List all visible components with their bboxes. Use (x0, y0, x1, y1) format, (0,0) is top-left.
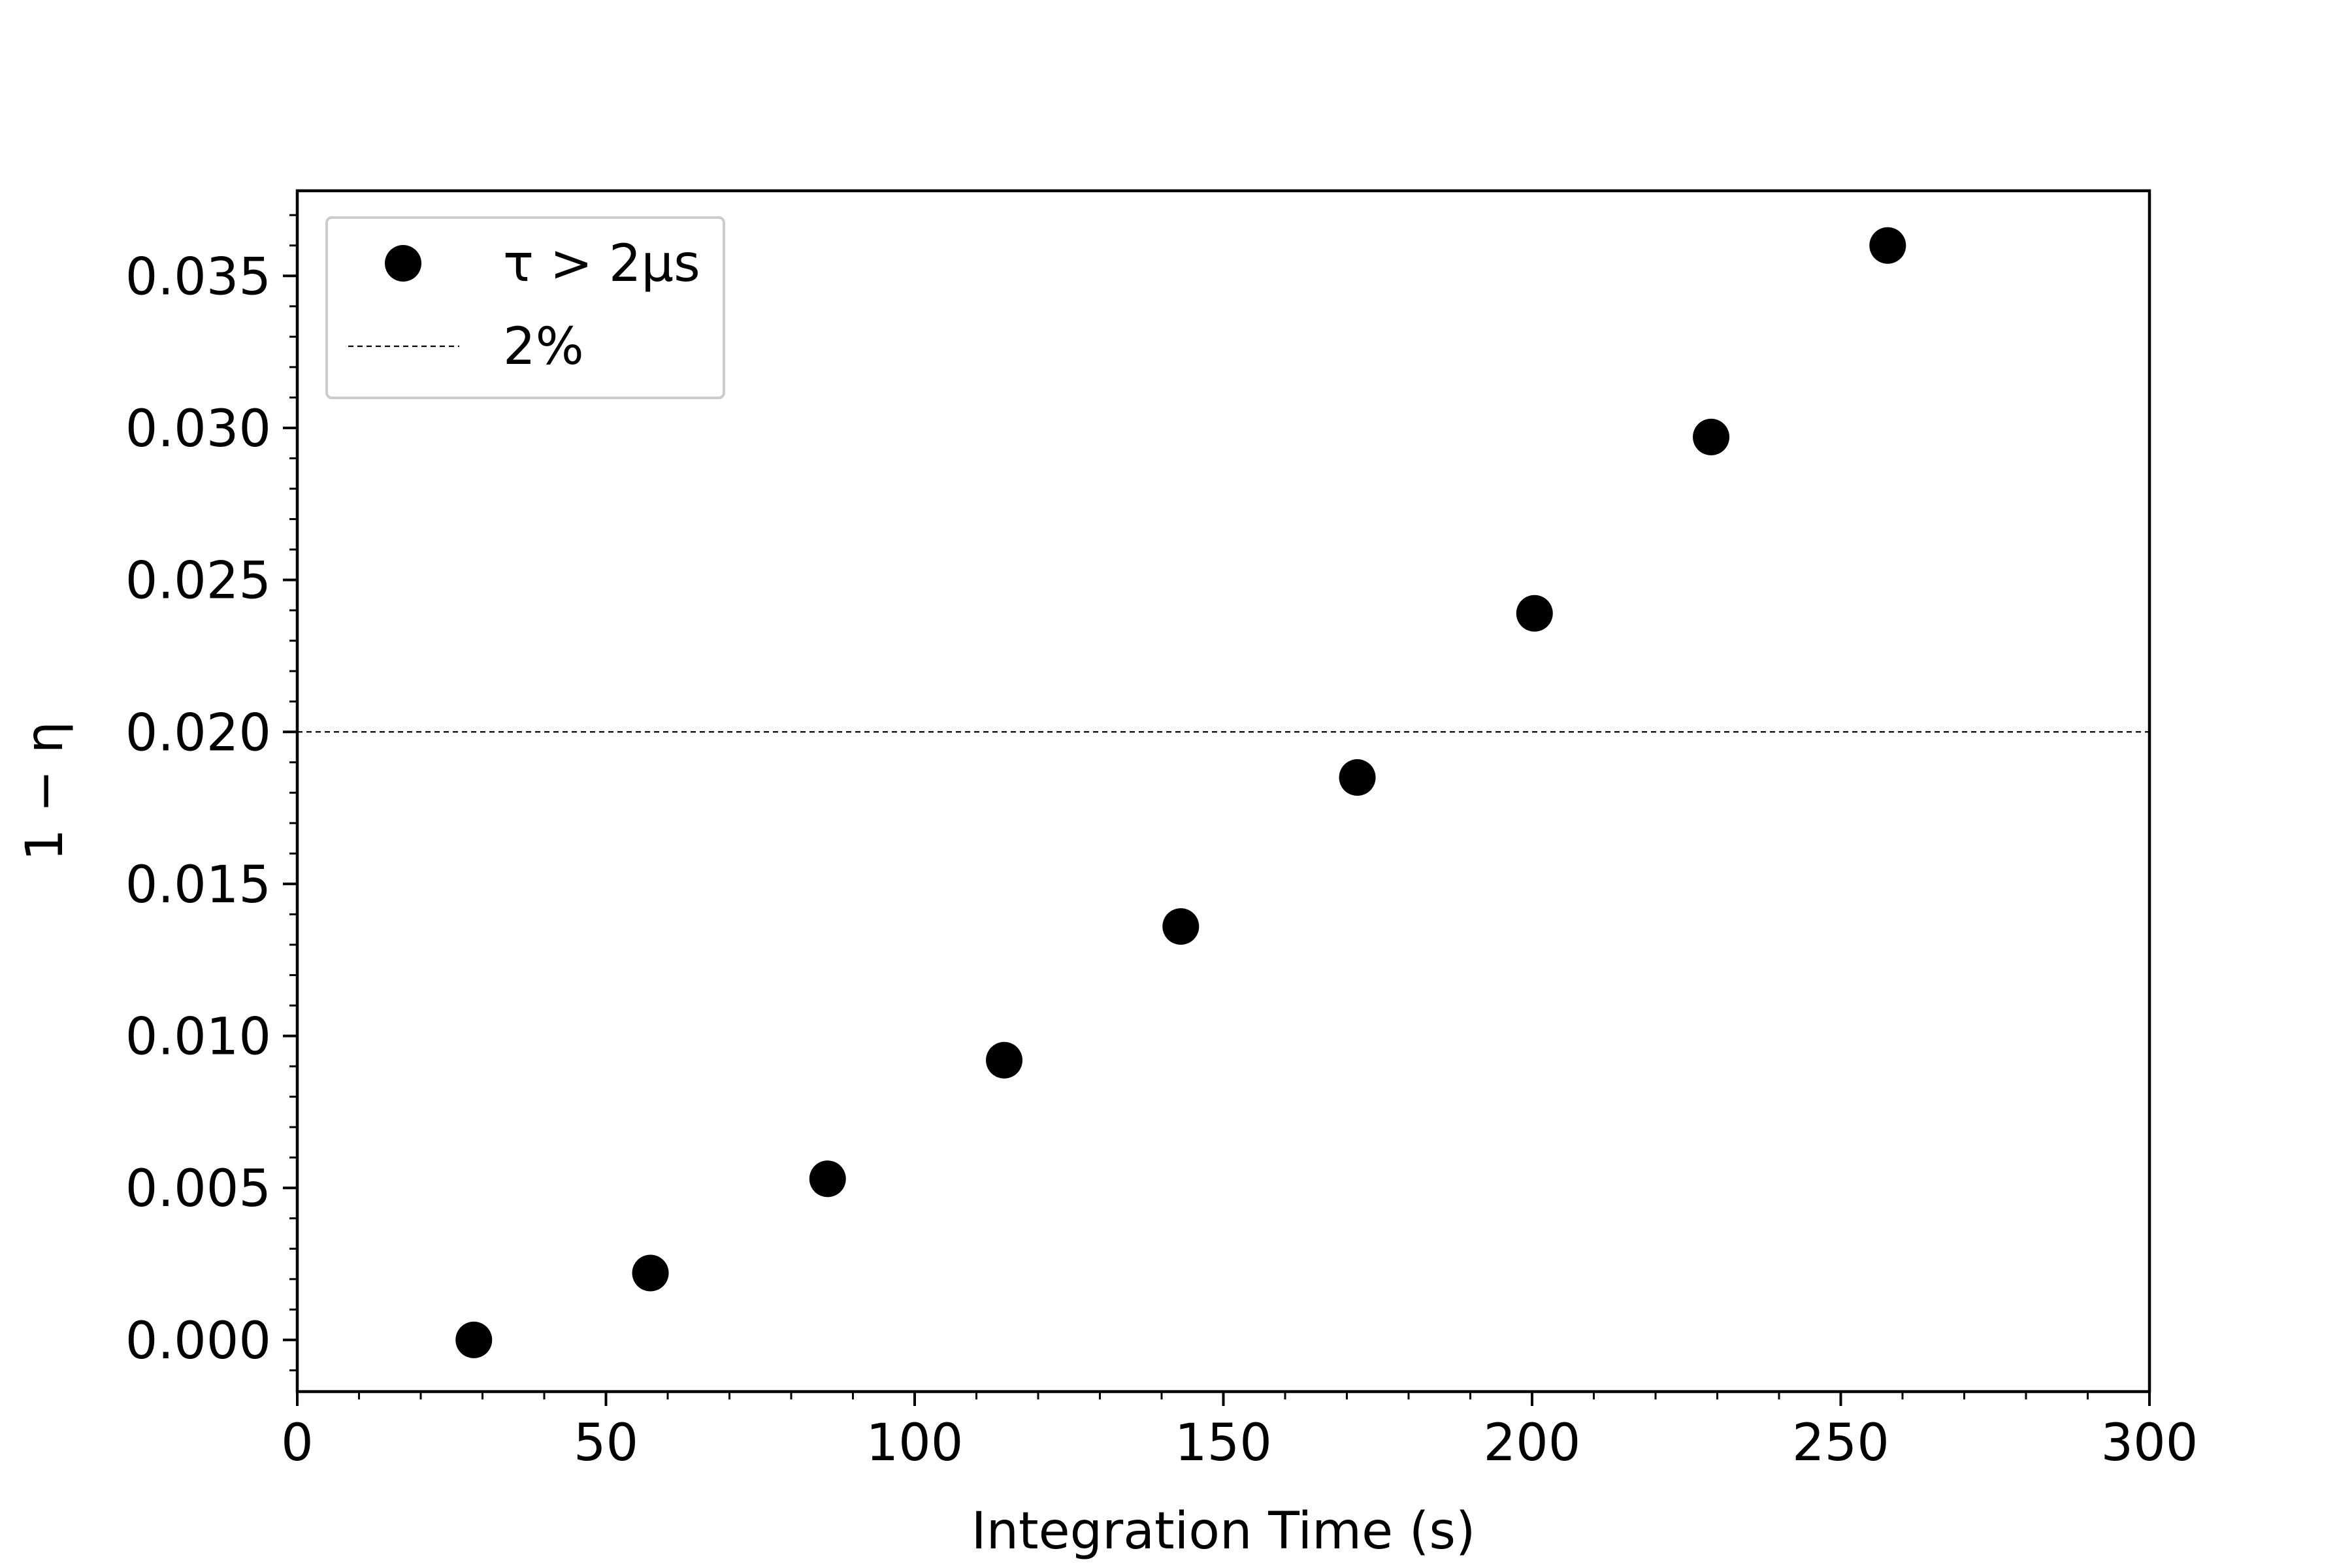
data-point (1869, 227, 1906, 264)
y-axis-title: 1 − η (16, 721, 74, 861)
x-tick-label: 100 (866, 1414, 964, 1473)
y-axis-ticks: 0.000 0.005 0.010 0.015 0.020 0.025 0.030 0.035 (125, 214, 297, 1371)
x-tick-label: 0 (281, 1414, 314, 1473)
y-tick-label: 0.005 (125, 1160, 271, 1218)
x-tick-label: 150 (1175, 1414, 1272, 1473)
x-tick-label: 300 (2101, 1414, 2198, 1473)
data-point (986, 1041, 1023, 1079)
x-axis-title: Integration Time (s) (972, 1502, 1476, 1561)
data-point (809, 1160, 846, 1198)
y-tick-label: 0.000 (125, 1312, 271, 1371)
legend-label-series: τ > 2μs (503, 235, 700, 293)
y-tick-label: 0.030 (125, 400, 271, 459)
data-point (632, 1254, 669, 1292)
data-point (1693, 418, 1730, 455)
legend-marker-circle (385, 245, 421, 282)
data-point (1162, 908, 1200, 945)
legend-label-reference: 2% (503, 318, 584, 376)
legend-box (325, 216, 725, 399)
x-tick-label: 250 (1792, 1414, 1889, 1473)
y-tick-label: 0.015 (125, 856, 271, 915)
y-tick-label: 0.025 (125, 552, 271, 611)
legend: τ > 2μs 2% (325, 216, 725, 399)
data-point (1516, 595, 1553, 632)
data-points-layer (455, 227, 1906, 1358)
data-point (1339, 759, 1376, 796)
data-point (455, 1321, 493, 1358)
x-axis-ticks: 0 50 100 150 200 250 300 (281, 1392, 2198, 1473)
x-tick-label: 50 (574, 1414, 638, 1473)
y-tick-label: 0.020 (125, 704, 271, 762)
x-tick-label: 200 (1484, 1414, 1581, 1473)
y-tick-label: 0.035 (125, 248, 271, 306)
y-tick-label: 0.010 (125, 1008, 271, 1067)
